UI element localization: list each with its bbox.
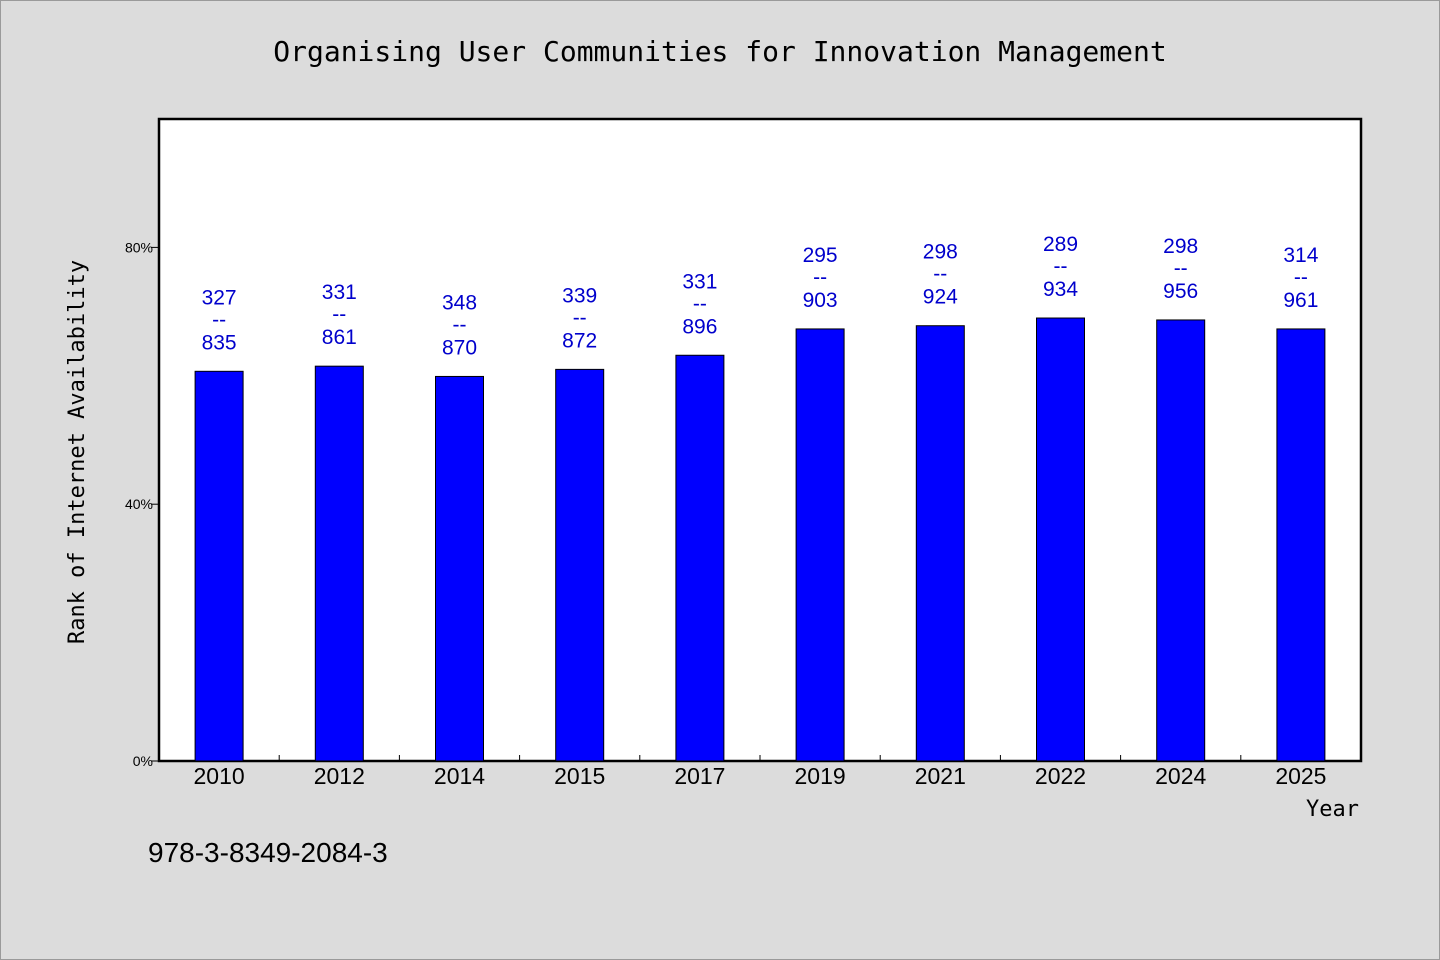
y-tick-label: 80% — [125, 239, 153, 255]
x-tick-label-2010: 2010 — [194, 763, 245, 789]
x-tick-label-2014: 2014 — [434, 763, 485, 789]
data-label-bottom-2022: 934 — [1043, 278, 1078, 301]
data-label-sep-2015: -- — [573, 306, 587, 329]
x-tick-label-2025: 2025 — [1275, 763, 1326, 789]
data-label-bottom-2017: 896 — [682, 315, 717, 338]
data-label-top-2015: 339 — [562, 284, 597, 307]
data-label-bottom-2019: 903 — [803, 289, 838, 312]
data-label-bottom-2024: 956 — [1163, 280, 1198, 303]
x-tick-label-2017: 2017 — [674, 763, 725, 789]
bar-2015 — [555, 368, 605, 762]
data-label-bottom-2025: 961 — [1283, 289, 1318, 312]
y-axis: 0% 40% 80% — [125, 239, 159, 769]
data-label-top-2022: 289 — [1043, 233, 1078, 256]
data-label-sep-2010: -- — [212, 308, 226, 331]
data-label-top-2021: 298 — [923, 241, 958, 264]
x-axis-title: Year — [1306, 797, 1359, 822]
data-label-sep-2021: -- — [933, 263, 947, 286]
data-label-bottom-2010: 835 — [202, 331, 237, 354]
data-label-top-2024: 298 — [1163, 235, 1198, 258]
data-label-sep-2019: -- — [813, 266, 827, 289]
data-label-sep-2017: -- — [693, 292, 707, 315]
bars-layer — [194, 317, 1326, 762]
data-label-bottom-2015: 872 — [562, 329, 597, 352]
x-tick-label-2024: 2024 — [1155, 763, 1206, 789]
data-label-sep-2022: -- — [1054, 255, 1068, 278]
data-label-top-2010: 327 — [202, 286, 237, 309]
data-label-sep-2025: -- — [1294, 266, 1308, 289]
y-tick-label: 0% — [133, 753, 153, 769]
data-label-bottom-2014: 870 — [442, 336, 477, 359]
x-tick-label-2015: 2015 — [554, 763, 605, 789]
data-label-sep-2014: -- — [453, 313, 467, 336]
data-label-top-2019: 295 — [803, 244, 838, 267]
data-label-sep-2012: -- — [332, 303, 346, 326]
bar-2014 — [435, 375, 484, 762]
bar-2025 — [1276, 328, 1326, 762]
data-labels-layer: 327--835331--861348--870339--872331--896… — [202, 233, 1319, 359]
y-axis-title: Rank of Internet Availability — [65, 260, 90, 644]
x-axis: 2010 2012 2014 2015 2017 2019 2021 2022 2024 2025 — [194, 755, 1326, 789]
bar-2021 — [915, 325, 965, 762]
bar-2012 — [314, 365, 364, 762]
data-label-top-2025: 314 — [1283, 244, 1318, 267]
x-tick-label-2019: 2019 — [795, 763, 846, 789]
data-label-top-2017: 331 — [682, 270, 717, 293]
data-label-bottom-2012: 861 — [322, 326, 357, 349]
y-tick-label: 40% — [125, 496, 153, 512]
data-label-top-2012: 331 — [322, 281, 357, 304]
bar-2019 — [795, 328, 845, 762]
x-tick-label-2022: 2022 — [1035, 763, 1086, 789]
x-tick-label-2012: 2012 — [314, 763, 365, 789]
bar-2010 — [194, 370, 244, 762]
x-tick-label-2021: 2021 — [915, 763, 966, 789]
isbn-text: 978-3-8349-2084-3 — [148, 837, 388, 868]
data-label-bottom-2021: 924 — [923, 286, 958, 309]
data-label-sep-2024: -- — [1174, 257, 1188, 280]
bar-2022 — [1036, 317, 1085, 762]
chart-title: Organising User Communities for Innovati… — [273, 35, 1166, 68]
bar-2024 — [1156, 319, 1206, 762]
bar-2017 — [675, 354, 725, 762]
data-label-top-2014: 348 — [442, 291, 477, 314]
